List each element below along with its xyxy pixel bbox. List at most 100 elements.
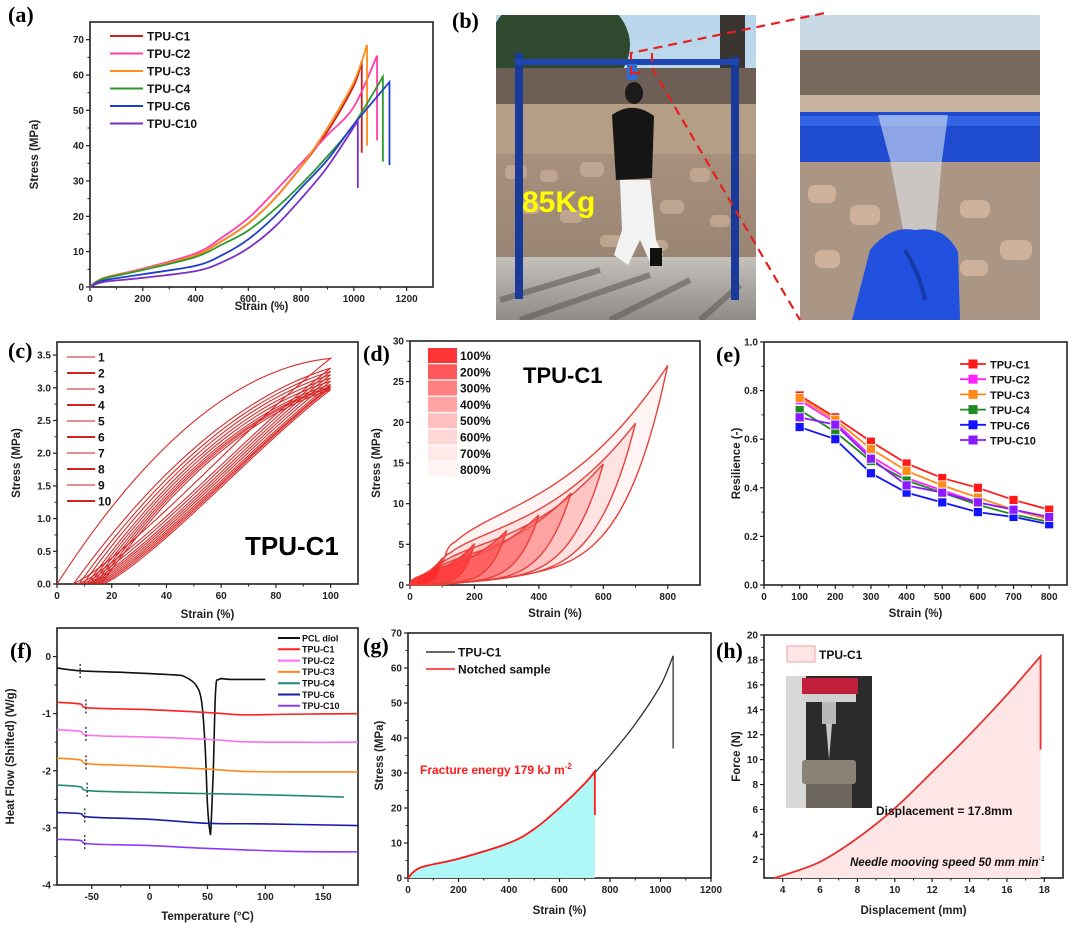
- y-tick-label: 5: [398, 540, 404, 551]
- weight-label: 85Kg: [522, 186, 595, 219]
- y-tick-label: 0.6: [744, 435, 758, 446]
- y-tick-label: 0.8: [744, 386, 758, 397]
- x-tick-label: 600: [240, 294, 257, 305]
- needle: [826, 724, 832, 760]
- x-tick-label: 400: [531, 592, 548, 603]
- legend-label: 4: [98, 399, 105, 413]
- y-tick-label: -4: [42, 881, 51, 892]
- series-line-tpu-c4: [56, 784, 345, 798]
- y-tick-label: 3.0: [37, 383, 51, 394]
- data-point: [972, 482, 983, 493]
- y-tick-label: 1.0: [37, 514, 51, 525]
- legend-label: 9: [98, 479, 105, 493]
- charts: (a)0 200 400 600 800 1000 1200010203040506070S…: [5, 2, 1068, 923]
- y-tick-label: 0: [78, 283, 84, 294]
- y-tick-label: 16: [747, 680, 759, 691]
- y-tick-label: 20: [747, 631, 759, 642]
- panel-b-photos: (b): [452, 8, 1040, 321]
- y-tick-label: 10: [747, 755, 759, 766]
- photo-right: [800, 15, 1040, 320]
- annotation-superscript: -2: [565, 762, 573, 771]
- y-tick-label: 1.5: [37, 481, 51, 492]
- legend-marker: [968, 405, 978, 415]
- x-tick-label: 600: [595, 592, 612, 603]
- inset-wall: [786, 676, 806, 808]
- inset-photo-test-machine: [786, 676, 872, 808]
- x-tick-label: 400: [898, 592, 915, 603]
- legend-swatch: [786, 645, 816, 663]
- legend-swatch: [428, 462, 457, 478]
- series-line-tpu-c10: [89, 117, 359, 288]
- legend-label: TPU-C3: [147, 65, 191, 79]
- x-tick-label: 6: [817, 885, 823, 896]
- legend-label: TPU-C3: [302, 667, 335, 677]
- legend-label: 600%: [460, 431, 491, 445]
- x-tick-label: 100: [791, 592, 808, 603]
- y-tick-label: 50: [73, 106, 85, 117]
- machine-collar: [804, 694, 856, 702]
- y-tick-label: -1: [42, 709, 51, 720]
- fracture-energy-annotation: Fracture energy 179 kJ m-2: [420, 762, 572, 777]
- y-tick-label: 1.0: [744, 338, 758, 349]
- data-point: [972, 497, 983, 508]
- y-tick-label: 18: [747, 655, 759, 666]
- plot-frame: [56, 341, 359, 585]
- data-point: [866, 453, 876, 464]
- x-tick-label: 150: [315, 892, 332, 903]
- y-tick-label: 60: [391, 664, 403, 675]
- x-tick-label: 200: [134, 294, 151, 305]
- x-tick-label: 800: [602, 885, 619, 896]
- legend-label: TPU-C2: [990, 375, 1030, 387]
- series-line-notched-sample: [407, 768, 596, 879]
- y-axis-label: Force (N): [731, 731, 743, 782]
- series-line-tpu-c2: [56, 728, 359, 744]
- legend-label: TPU-C4: [990, 405, 1031, 417]
- x-tick-label: 0: [761, 592, 767, 603]
- x-tick-label: 300: [863, 592, 880, 603]
- legend-label: 2: [98, 367, 105, 381]
- x-tick-label: 1200: [700, 885, 723, 896]
- legend-label: 6: [98, 431, 105, 445]
- y-tick-label: 60: [73, 71, 85, 82]
- data-point: [866, 468, 876, 479]
- legend-label: TPU-C1: [458, 646, 502, 660]
- x-tick-label: 40: [161, 591, 173, 602]
- sample-annotation: TPU-C1: [245, 531, 339, 561]
- x-tick-label: 100: [257, 892, 274, 903]
- x-axis-label: Strain (%): [528, 608, 582, 620]
- y-tick-label: 30: [391, 769, 403, 780]
- y-tick-label: 0.4: [744, 483, 758, 494]
- legend-swatch: [428, 396, 457, 412]
- legend-label: TPU-C10: [990, 436, 1036, 448]
- legend-label: 7: [98, 447, 105, 461]
- y-tick-label: 10: [73, 247, 85, 258]
- bar-post-right: [731, 57, 739, 300]
- series-line-tpu-c4: [799, 409, 1050, 523]
- legend-marker: [968, 435, 978, 445]
- legend-label: TPU-C2: [302, 656, 335, 666]
- x-tick-label: 0: [54, 591, 60, 602]
- bar-post-left: [515, 53, 523, 299]
- panel-label-h: (h): [716, 638, 743, 663]
- legend-label: TPU-C4: [302, 679, 335, 689]
- data-point: [937, 497, 948, 508]
- data-point: [937, 487, 948, 498]
- cycle-curve-7: [92, 383, 331, 585]
- series-line-tpu-c1: [56, 701, 359, 716]
- cycle-curve-4: [82, 374, 331, 585]
- data-point: [901, 480, 912, 491]
- sample-annotation: TPU-C1: [523, 363, 602, 388]
- data-point: [794, 412, 805, 423]
- legend-label: TPU-C6: [990, 420, 1030, 432]
- legend-marker: [968, 420, 978, 430]
- y-tick-label: 20: [73, 212, 85, 223]
- legend-label: 5: [98, 415, 105, 429]
- x-tick-label: 800: [293, 294, 310, 305]
- x-tick-label: 200: [450, 885, 467, 896]
- machine-chuck: [822, 702, 836, 724]
- series-line-tpu-c10: [799, 416, 1050, 518]
- x-tick-label: 400: [501, 885, 518, 896]
- y-tick-label: -2: [42, 766, 51, 777]
- x-axis-label: Strain (%): [889, 608, 943, 620]
- legend-label: 3: [98, 383, 105, 397]
